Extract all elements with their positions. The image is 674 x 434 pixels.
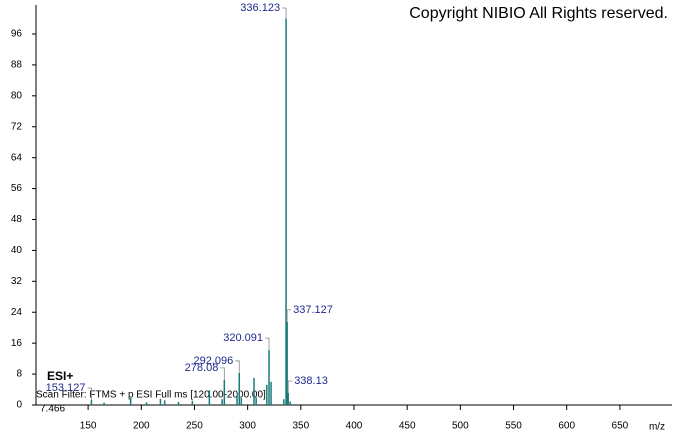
y-tick-label: 64 (11, 152, 23, 163)
label-connector (265, 337, 270, 351)
peak-label: 336.123 (240, 2, 280, 14)
peak-label: 338.13 (294, 375, 328, 387)
x-tick-label: 250 (186, 421, 203, 432)
x-tick-label: 300 (239, 421, 256, 432)
label-connector (87, 387, 92, 400)
x-axis-label: m/z (649, 422, 665, 433)
peak-label: 153.127 (46, 382, 86, 394)
chart-title: Copyright NIBIO All Rights reserved. (409, 5, 668, 22)
y-tick-label: 32 (11, 276, 23, 287)
x-tick-label: 200 (133, 421, 150, 432)
label-connector (287, 380, 293, 394)
x-tick-label: 600 (558, 421, 575, 432)
scan-filter: Scan Filter: FTMS + p ESI Full ms [120.0… (36, 390, 266, 401)
y-tick-label: 24 (11, 307, 23, 318)
y-tick-label: 48 (11, 214, 23, 225)
y-tick-label: 80 (11, 90, 23, 101)
x-tick-label: 150 (80, 421, 97, 432)
x-tick-label: 550 (505, 421, 522, 432)
peak-label: 278.08 (185, 362, 219, 374)
ion-mode: ESI+ (47, 369, 73, 383)
y-tick-label: 16 (11, 338, 23, 349)
x-tick-label: 500 (452, 421, 469, 432)
peak-label: 337.127 (293, 304, 333, 316)
peak-label: 320.091 (223, 332, 263, 344)
x-tick-label: 450 (399, 421, 416, 432)
label-connector (282, 7, 287, 19)
y-tick-label: 88 (11, 60, 23, 71)
retention-time: 7.466 (40, 404, 65, 415)
x-tick-label: 650 (612, 421, 629, 432)
label-connector (220, 367, 225, 380)
y-tick-label: 8 (16, 369, 22, 380)
y-tick-label: 96 (11, 29, 23, 40)
y-tick-label: 40 (11, 245, 23, 256)
x-tick-label: 400 (346, 421, 363, 432)
x-tick-label: 350 (292, 421, 309, 432)
label-connector (286, 309, 292, 322)
y-tick-label: 56 (11, 183, 23, 194)
y-tick-label: 0 (16, 400, 22, 411)
label-connector (235, 360, 240, 373)
peak-label: 292.096 (193, 355, 233, 367)
y-tick-label: 72 (11, 121, 23, 132)
